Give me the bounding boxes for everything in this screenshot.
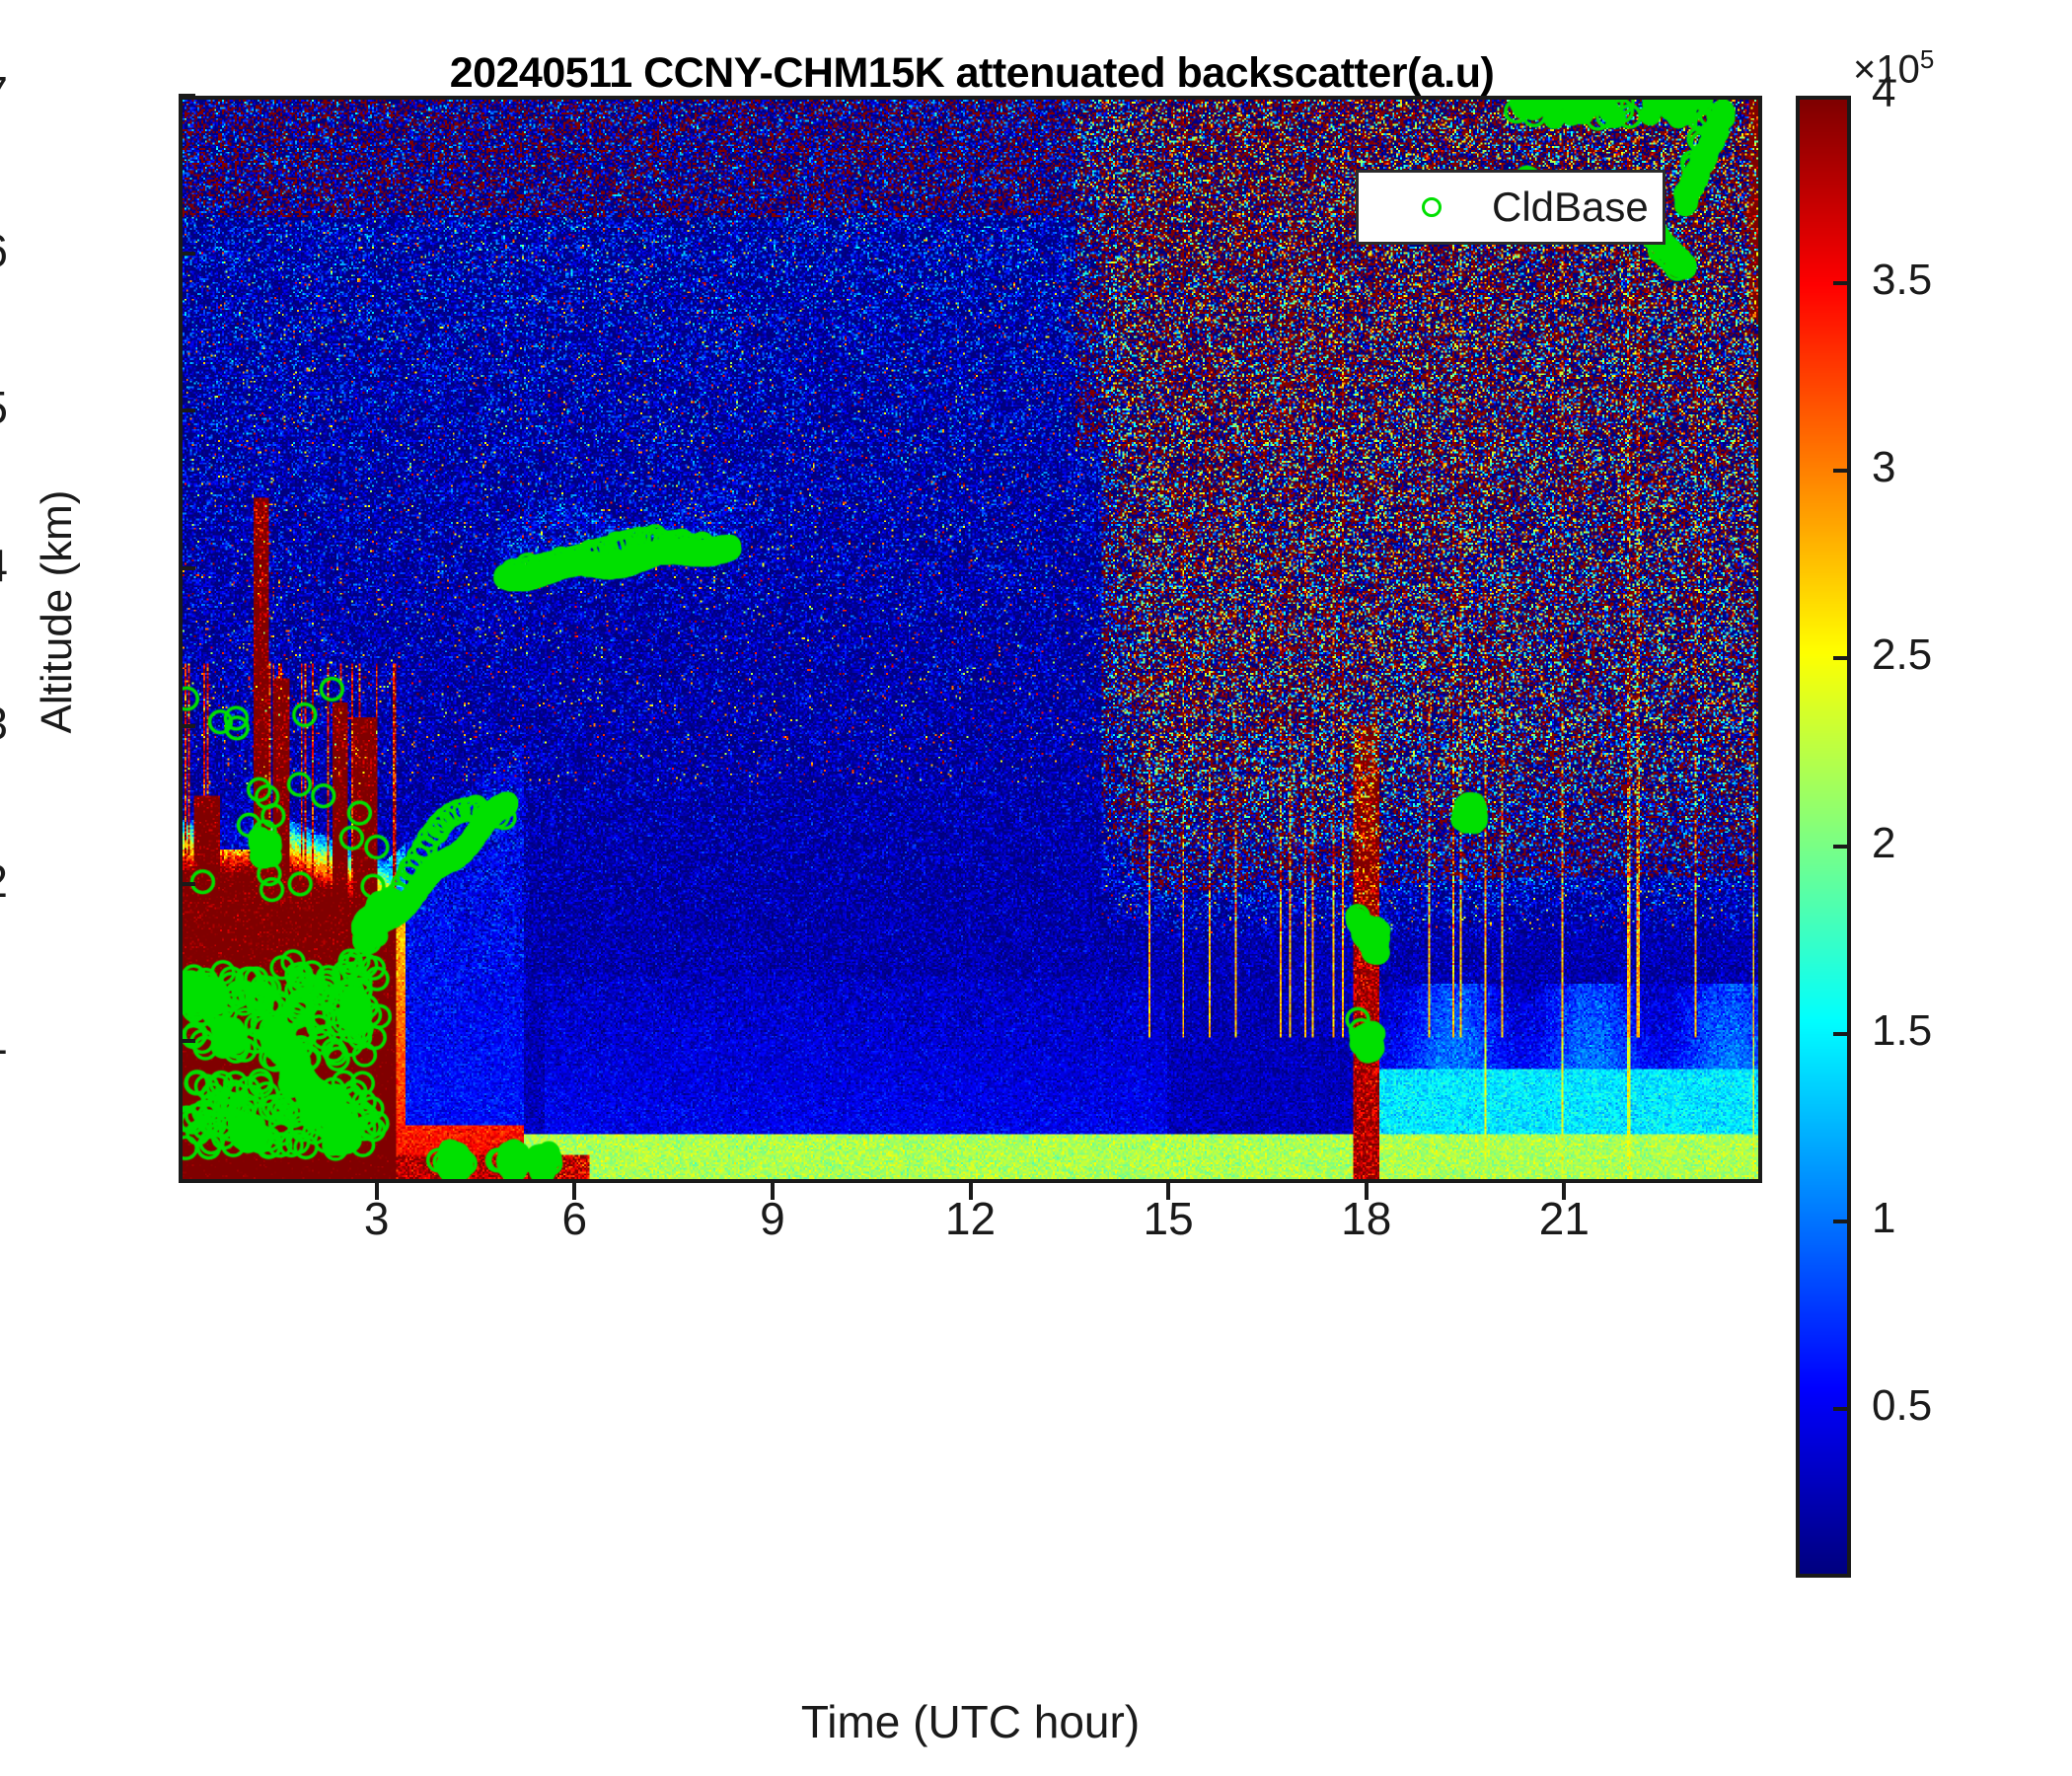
colorbar-tick-label: 2.5 — [1872, 630, 1933, 680]
y-tick-label: 5 — [0, 385, 8, 430]
plot-axes — [179, 96, 1762, 1183]
legend[interactable]: CldBase — [1356, 170, 1665, 245]
y-tick-mark — [179, 881, 195, 886]
colorbar-tick-label: 2 — [1872, 818, 1896, 867]
colorbar-tick-mark — [1833, 1406, 1849, 1411]
y-tick-label: 1 — [0, 1015, 8, 1061]
cloud-base-scatter-overlay — [183, 100, 1758, 1179]
x-tick-label: 15 — [1143, 1193, 1194, 1244]
colorbar-tick-label: 3 — [1872, 443, 1896, 492]
y-tick-label: 6 — [0, 228, 8, 273]
colorbar-tick-mark — [1833, 656, 1849, 661]
page-title: 20240511 CCNY-CHM15K attenuated backscat… — [449, 49, 1495, 97]
x-tick-label: 21 — [1538, 1193, 1590, 1244]
x-tick-mark — [968, 1183, 973, 1200]
y-tick-mark — [179, 566, 195, 571]
y-tick-mark — [179, 94, 195, 98]
legend-item-label: CldBase — [1492, 184, 1649, 230]
colorbar-tick-label: 1.5 — [1872, 1005, 1933, 1055]
y-axis-label: Altitude (km) — [33, 489, 81, 734]
y-tick-mark — [179, 408, 195, 413]
y-tick-mark — [179, 251, 195, 256]
x-tick-label: 3 — [363, 1193, 390, 1244]
y-tick-label: 7 — [0, 70, 8, 115]
y-tick-label: 3 — [0, 701, 8, 746]
x-tick-mark — [1562, 1183, 1567, 1200]
colorbar-tick-mark — [1833, 281, 1849, 286]
x-tick-label: 12 — [944, 1193, 997, 1244]
y-tick-label: 2 — [0, 858, 8, 904]
colorbar-tick-label: 3.5 — [1872, 256, 1933, 305]
x-tick-mark — [572, 1183, 577, 1200]
cldbase-marker-icon — [1422, 197, 1442, 217]
y-tick-label: 4 — [0, 543, 8, 588]
colorbar-tick-mark — [1833, 469, 1849, 474]
colorbar-gradient — [1800, 100, 1847, 1574]
x-tick-mark — [770, 1183, 775, 1200]
x-tick-mark — [1364, 1183, 1369, 1200]
x-tick-mark — [374, 1183, 379, 1200]
x-tick-label: 18 — [1341, 1193, 1392, 1244]
y-tick-mark — [179, 723, 195, 728]
colorbar-tick-mark — [1833, 1031, 1849, 1036]
y-tick-mark — [179, 1039, 195, 1044]
x-tick-label: 9 — [760, 1193, 785, 1244]
colorbar-tick-mark — [1833, 1219, 1849, 1223]
x-tick-mark — [1166, 1183, 1171, 1200]
colorbar-exponent-label: ×105 — [1853, 44, 1935, 92]
colorbar-tick-label: 1 — [1872, 1193, 1896, 1242]
colorbar-tick-label: 4 — [1872, 68, 1896, 116]
x-tick-label: 6 — [561, 1193, 588, 1244]
colorbar — [1796, 96, 1851, 1578]
colorbar-tick-mark — [1833, 844, 1849, 849]
x-axis-label: Time (UTC hour) — [800, 1696, 1141, 1747]
colorbar-tick-label: 0.5 — [1872, 1380, 1933, 1430]
